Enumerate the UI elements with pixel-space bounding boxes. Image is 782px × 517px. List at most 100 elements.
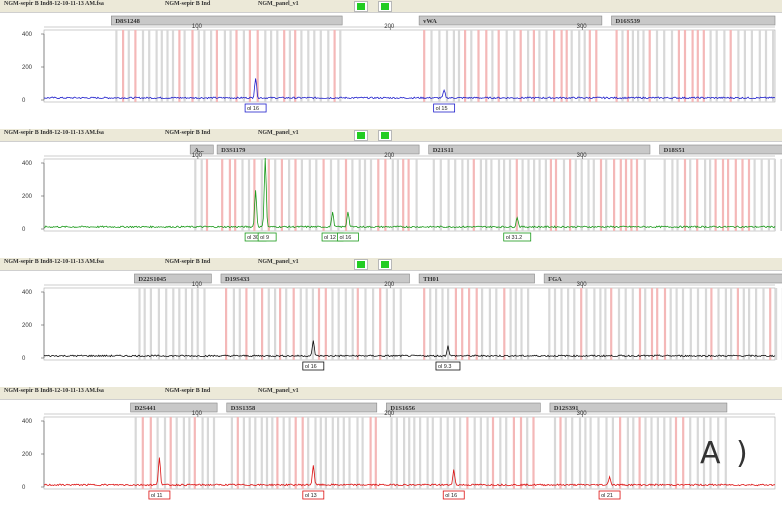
allele-bin [472,159,475,231]
allele-bin [339,30,342,102]
trace-line [43,157,776,229]
allele-bin [466,417,469,489]
dye-toggle-checkbox[interactable] [354,130,368,141]
allele-bin [344,159,348,231]
allele-bin [741,159,744,231]
allele-bin [475,288,478,360]
allele-bin [300,159,303,231]
allele-bin [294,159,297,231]
trace-line [44,340,776,358]
allele-bin [520,288,523,360]
marker-bar [220,273,410,284]
allele-bin [742,288,745,360]
dye-toggle-checkbox[interactable] [354,1,368,12]
allele-bin [495,288,498,360]
allele-bin [260,159,263,231]
panel-name: NGM_panel_v1 [258,259,299,265]
allele-bin [479,159,482,231]
marker-label: vWA [423,18,437,25]
allele-bin [172,288,175,360]
allele-bin [454,288,457,360]
marker-bar [386,402,541,413]
allele-bin [514,288,517,360]
allele-bin [169,417,172,489]
sample-name: NGM-sepir B Ind [165,259,211,265]
allele-bin [611,417,614,489]
allele-bin [499,417,502,489]
allele-bin [344,288,347,360]
allele-bin [604,288,607,360]
allele-bin [615,30,618,102]
allele-bin [182,417,185,489]
allele-bin [689,288,692,360]
allele-bin [238,288,241,360]
allele-bin [445,30,449,102]
allele-bin [663,30,666,102]
allele-bin [599,159,603,231]
electropherogram[interactable]: D2S441 D3S1358 D1S1656 D12S391 100 200 300 0 200… [0,399,782,516]
allele-bin [724,288,727,360]
dye-toggle-checkbox[interactable] [378,259,392,270]
allele-bin [638,417,641,489]
marker-bar [659,144,782,155]
marker-label: D12S391 [554,405,579,412]
allele-bin [709,159,712,231]
allele-bin [527,30,530,102]
electropherogram[interactable]: D8S1248vWAD16S539D2S13381002003000200400… [0,12,782,129]
allele-bin [605,159,608,231]
electropherogram[interactable]: D22S1045 D19S433 TH01 FGA 100 200 300 0 200 400 ol… [0,270,782,387]
dye-toggle-checkbox[interactable] [354,259,368,270]
allele-bin [669,417,672,489]
allele-bin [178,288,181,360]
allele-bin [149,417,152,489]
allele-bin [681,288,685,360]
allele-call-box [257,232,277,242]
allele-bin [308,159,311,231]
allele-bin [519,30,522,102]
allele-bin [521,159,524,231]
sample-name: NGM-sepir B Ind [165,130,211,136]
allele-bin [225,288,228,360]
allele-bin [560,288,563,360]
allele-bin [743,30,746,102]
panel-header: NGM-sepir B Ind8-12-10-11-13 AM.fsa NGM-… [0,387,782,400]
plot-frame [43,29,776,103]
allele-bin [466,159,470,231]
allele-call-label: ol 16 [339,235,351,241]
allele-bin [415,159,418,231]
dye-toggle-checkbox[interactable] [378,130,392,141]
allele-bin [423,288,426,360]
y-tick-label: 400 [22,161,33,167]
allele-bin [689,417,692,489]
allele-bin [333,30,336,102]
allele-bin [163,417,167,489]
trace-line [44,457,776,487]
allele-bin [461,159,464,231]
allele-bin [260,417,263,489]
allele-bin [288,30,291,102]
allele-call-label: ol 13 [305,493,317,499]
allele-bin [677,30,680,102]
marker-bar [226,402,378,413]
dye-toggle-checkbox[interactable] [378,1,392,12]
allele-bin [644,288,647,360]
allele-bin [408,417,411,489]
allele-bin [538,30,541,102]
allele-call-label: ol 11 [151,493,163,499]
allele-bin [127,30,130,102]
allele-bin [155,30,158,102]
allele-bin [236,417,239,489]
electropherogram[interactable]: A... D3S1179 D21S11 D18S51 100 200 300 0 200 400 o… [0,141,782,258]
marker-label: D21S11 [433,147,454,154]
allele-bin [587,159,590,231]
allele-bin [342,417,345,489]
allele-bin [631,30,634,102]
allele-bin [264,30,267,102]
allele-bin [470,30,473,102]
y-tick-label: 400 [22,419,33,425]
allele-bin [729,30,732,102]
allele-bin [274,159,277,231]
allele-bin [267,288,270,360]
allele-bin [134,30,137,102]
allele-bin [560,30,563,102]
